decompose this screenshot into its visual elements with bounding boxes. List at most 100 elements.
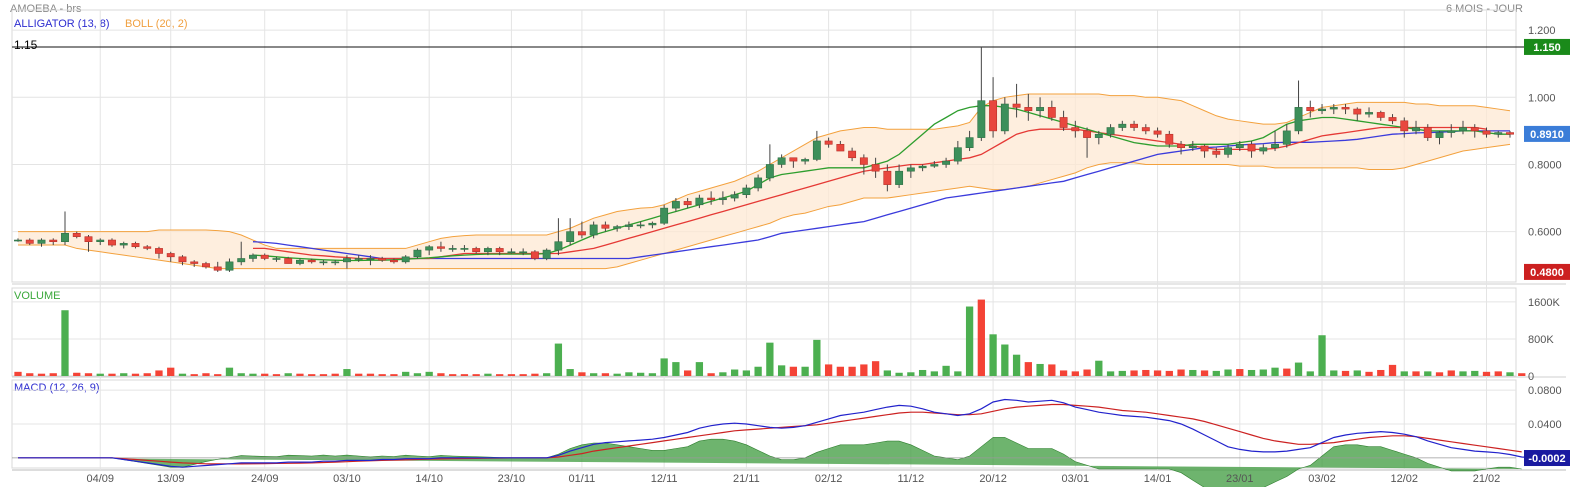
volume-bar	[1095, 360, 1103, 376]
volume-bar	[49, 373, 57, 376]
volume-bar	[143, 373, 151, 376]
period-label[interactable]: 6 MOIS - JOUR	[1445, 3, 1523, 15]
candle-body	[1259, 147, 1268, 152]
candle-body	[1435, 132, 1444, 138]
volume-bar	[425, 371, 433, 376]
x-tick-label: 02/12	[815, 473, 843, 485]
volume-bar	[1283, 368, 1291, 376]
candle-body	[143, 246, 152, 249]
volume-bar	[1153, 370, 1162, 376]
candle-body	[225, 261, 234, 271]
volume-bar	[954, 371, 962, 376]
volume-bar	[237, 373, 245, 376]
volume-bar	[1059, 370, 1068, 376]
candle-body	[1012, 103, 1021, 108]
volume-bar	[272, 374, 281, 376]
x-tick-label: 14/10	[415, 473, 443, 485]
candle-body	[1118, 123, 1127, 128]
grid-layer	[11, 9, 1566, 471]
legend-alligator[interactable]: ALLIGATOR (13, 8)	[14, 18, 110, 30]
candle-body	[389, 259, 398, 263]
candle-body	[1165, 133, 1174, 145]
candle-body	[636, 224, 645, 227]
volume-bar	[331, 373, 339, 376]
volume-bar	[660, 358, 668, 376]
volume-bar	[965, 306, 974, 376]
candle-body	[1000, 103, 1009, 132]
volume-bar	[590, 373, 598, 376]
candle-body	[401, 256, 410, 263]
volume-bar	[61, 310, 69, 376]
volume-bar	[848, 366, 856, 376]
volume-bar	[261, 373, 269, 376]
candle-body	[507, 251, 516, 254]
candle-body	[366, 258, 375, 260]
volume-bar	[296, 373, 304, 376]
volume-bar	[1494, 371, 1502, 376]
x-tick-label: 21/11	[733, 473, 760, 485]
volume-bar	[1165, 370, 1173, 376]
candle-body	[448, 248, 457, 250]
candle-body	[1388, 117, 1397, 122]
candle-body	[589, 224, 598, 236]
candle-body	[695, 197, 704, 206]
volume-bar	[1506, 372, 1514, 376]
candle-body	[1024, 107, 1033, 112]
volume-bar	[1412, 371, 1420, 376]
candle-body	[742, 187, 751, 195]
volume-bar	[1482, 371, 1491, 376]
candle-body	[1106, 127, 1115, 135]
axes: 04/09 13/09 24/09 03/10 14/10 23/10 01/11 12/11…	[86, 25, 1570, 485]
volume-bar	[225, 367, 234, 376]
volume-bar	[155, 370, 163, 376]
candle-body	[472, 248, 481, 253]
volume-bar	[108, 373, 116, 376]
candle-body	[1271, 144, 1279, 148]
candle-body	[1318, 108, 1326, 112]
min-price-badge-text: 0.4800	[1530, 267, 1564, 279]
volume-bar	[918, 369, 927, 376]
candle-body	[930, 164, 939, 167]
volume-bar	[1224, 369, 1232, 376]
candle-body	[1130, 123, 1139, 128]
x-tick-label: 13/09	[157, 473, 185, 485]
volume-bar	[1424, 371, 1432, 376]
candle-body	[155, 248, 163, 254]
candle-body	[1459, 127, 1467, 132]
candle-body	[812, 140, 821, 160]
candle-body	[836, 144, 845, 152]
symbol-label: AMOEBA - brs	[10, 3, 82, 15]
candle-body	[1306, 107, 1315, 112]
macd-y-tick-label: 0.0400	[1528, 419, 1562, 431]
volume-bar	[1130, 370, 1138, 376]
volume-bar	[120, 373, 128, 376]
x-tick-label: 03/01	[1062, 473, 1090, 485]
candle-body	[296, 259, 304, 264]
candle-body	[202, 263, 210, 268]
candle-body	[1247, 144, 1256, 152]
candle-body	[601, 224, 610, 229]
candle-body	[718, 197, 727, 201]
volume-bar	[390, 374, 398, 376]
volume-bar	[308, 374, 316, 376]
candle-body	[789, 157, 798, 162]
x-tick-label: 03/10	[333, 473, 361, 485]
volume-bar	[178, 373, 187, 376]
candle-body	[1294, 107, 1303, 132]
volume-bar	[824, 364, 833, 376]
legend-boll[interactable]: BOLL (20, 2)	[125, 18, 188, 30]
candle-body	[730, 194, 739, 199]
candle-body	[801, 159, 810, 162]
volume-bar	[378, 374, 386, 376]
candle-body	[1200, 145, 1209, 152]
candle-body	[1235, 144, 1244, 148]
candle-body	[249, 254, 257, 259]
bollinger-lower	[18, 143, 1511, 270]
volume-bar	[648, 373, 657, 376]
x-tick-label: 21/02	[1473, 473, 1501, 485]
alligator-lines	[12, 46, 1524, 262]
volume-bar	[167, 367, 175, 376]
candle-body	[566, 231, 575, 243]
volume-bar	[672, 362, 680, 376]
volume-bar	[355, 373, 363, 376]
